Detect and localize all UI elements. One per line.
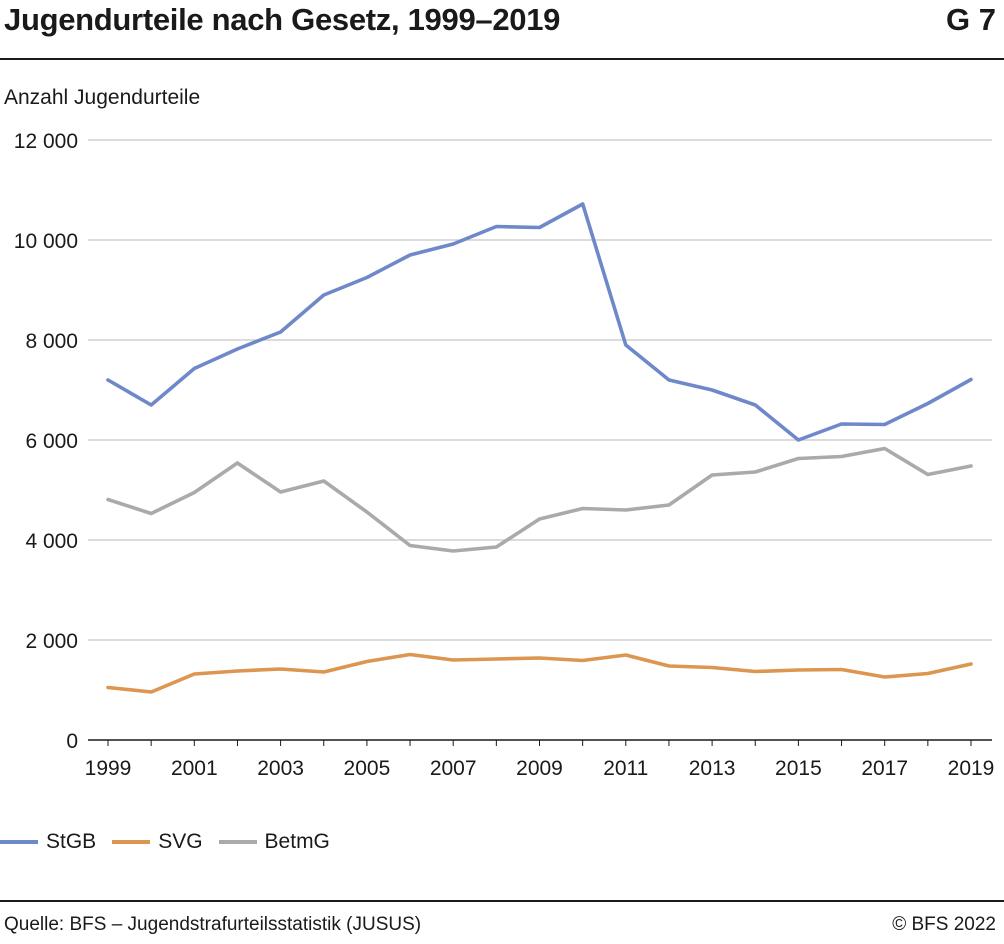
y-tick-label: 10 000 bbox=[14, 230, 78, 253]
header-rule bbox=[0, 58, 1004, 60]
y-tick-label: 8 000 bbox=[25, 330, 78, 353]
series-lines bbox=[106, 202, 973, 694]
x-tick-label: 2011 bbox=[603, 757, 648, 780]
series-line-stgb bbox=[106, 202, 973, 442]
chart-title: Jugendurteile nach Gesetz, 1999–2019 bbox=[4, 2, 561, 37]
source-note: Quelle: BFS – Jugendstrafurteilsstatisti… bbox=[4, 914, 422, 935]
legend-swatch bbox=[218, 840, 257, 844]
y-tick-label: 0 bbox=[66, 730, 78, 753]
x-tick-label: 2005 bbox=[344, 757, 391, 780]
x-tick-label: 2001 bbox=[171, 757, 218, 780]
legend-item-stgb: StGB bbox=[0, 830, 96, 854]
series-line-betmg bbox=[106, 446, 973, 553]
legend-swatch bbox=[0, 840, 38, 844]
x-tick-labels: 1999 2001 2003 2005 2007 2009 2011 2013 2015 2017… bbox=[85, 740, 995, 780]
x-tick-label: 2019 bbox=[948, 757, 995, 780]
x-tick-label: 1999 bbox=[85, 757, 132, 780]
series-line-svg bbox=[106, 652, 973, 694]
x-tick-label: 2013 bbox=[689, 757, 736, 780]
y-tick-label: 12 000 bbox=[14, 130, 78, 153]
x-tick-label: 2007 bbox=[430, 757, 477, 780]
x-tick-label: 2003 bbox=[257, 757, 304, 780]
legend-item-svg: SVG bbox=[112, 830, 203, 854]
line-chart: 0 2 000 4 000 6 000 8 000 10 000 12 000 1999 20… bbox=[14, 130, 995, 780]
copyright-note: © BFS 2022 bbox=[892, 914, 996, 935]
footer-rule bbox=[0, 900, 1004, 902]
y-tick-label: 2 000 bbox=[25, 630, 78, 653]
y-tick-labels: 0 2 000 4 000 6 000 8 000 10 000 12 000 bbox=[14, 130, 78, 753]
x-tick-label: 2015 bbox=[775, 757, 822, 780]
legend-label: StGB bbox=[46, 830, 97, 853]
y-tick-label: 4 000 bbox=[25, 530, 78, 553]
x-tick-label: 2009 bbox=[516, 757, 563, 780]
legend-label: BetmG bbox=[264, 830, 330, 853]
x-tick-label: 2017 bbox=[861, 757, 908, 780]
legend-item-betmg: BetmG bbox=[218, 830, 330, 854]
legend: StGB SVG BetmG bbox=[0, 826, 346, 858]
legend-label: SVG bbox=[158, 830, 203, 853]
figure-number: G 7 bbox=[946, 2, 996, 37]
y-tick-label: 6 000 bbox=[25, 430, 78, 453]
grid-lines bbox=[88, 139, 992, 741]
y-axis-label: Anzahl Jugendurteile bbox=[4, 86, 201, 109]
legend-swatch bbox=[112, 840, 151, 844]
